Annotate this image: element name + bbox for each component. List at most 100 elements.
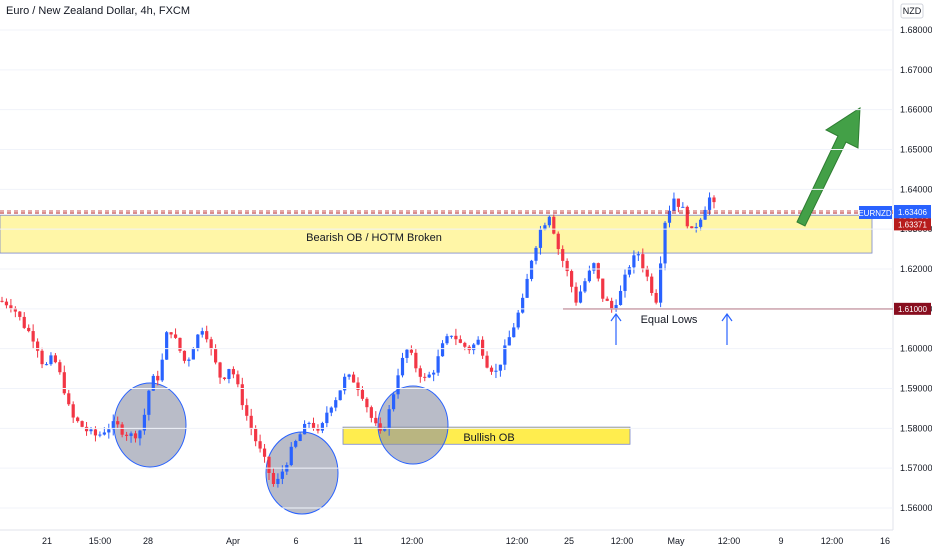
candle-body [280,471,284,479]
x-tick-label: 9 [778,536,783,546]
candle-body [44,364,49,366]
candle-body [587,270,591,282]
candle-body [534,247,538,261]
candle-body [627,267,632,275]
candle-body [84,426,89,432]
candle-body [142,414,146,431]
candle-body [289,446,293,466]
candle-body [521,297,525,313]
y-tick-label: 1.65000 [900,144,932,154]
candle-body [236,374,240,385]
currency-button[interactable] [900,3,924,19]
candle-body [703,209,707,220]
candle-body [165,332,169,360]
candle-body [209,339,213,349]
candle-body [449,335,454,337]
candle-body [556,233,560,250]
candle-body [383,428,387,431]
candle-body [262,448,267,457]
candle-body [4,301,9,306]
candle-body [583,281,587,292]
candle-body [623,274,627,291]
candle-body [125,434,129,436]
candle-body [574,286,578,303]
candle-body [334,400,338,408]
y-tick-label: 1.67000 [900,65,932,75]
candle-body [316,428,320,431]
bullish-ob-label: Bullish OB [463,432,514,444]
x-tick-label: May [667,536,685,546]
candle-body [116,421,120,425]
candle-body [320,423,324,431]
candle-body [240,384,244,406]
last-price-label: 1.63406 [898,208,927,217]
candle-body [570,271,574,287]
candle-body [187,359,191,361]
candle-body [436,356,440,373]
candle-body [476,339,480,345]
x-tick-label: 12:00 [718,536,741,546]
level-price-tag [894,302,931,315]
candle-body [356,382,360,390]
candle-body [699,219,703,227]
candle-body [458,339,462,343]
green-arrow-icon [796,107,861,227]
candle-body [472,344,476,351]
candle-body [636,254,640,256]
candle-body [392,394,396,410]
candle-body [374,417,378,424]
candle-body [129,433,133,436]
candle-body [151,375,155,391]
up-arrow-head-icon [721,312,733,322]
y-tick-label: 1.64000 [900,184,932,194]
chart-title: Euro / New Zealand Dollar, 4h, FXCM [6,5,190,17]
candle-body [191,348,195,360]
candle-body [258,441,262,449]
candle-body [351,374,356,383]
highlight-circle [265,431,339,515]
candle-body [196,334,200,349]
candle-body [254,428,258,442]
x-tick-label: 15:00 [89,536,112,546]
candle-body [543,225,547,230]
candle-body [645,268,649,277]
candle-body [498,364,502,371]
candle-body [507,337,511,346]
candle-body [690,226,694,229]
zone-price-label: 1.63371 [898,220,927,229]
candle-body [667,210,672,223]
candle-body [9,305,13,309]
x-tick-label: 11 [353,536,362,546]
candle-body [529,260,534,279]
candle-body [0,300,4,302]
candle-body [427,374,431,378]
candle-body [707,197,712,210]
up-arrow-head-icon [610,312,622,322]
x-tick-label: 12:00 [506,536,529,546]
candle-body [80,421,84,427]
y-tick-label: 1.56000 [900,503,932,513]
candle-body [396,375,400,395]
candle-body [659,263,663,303]
candle-body [365,398,369,408]
candle-body [409,349,413,353]
candle-body [182,350,187,361]
candle-body [71,404,75,418]
candle-body [311,422,316,429]
candle-body [58,362,62,373]
candle-body [578,291,583,303]
candle-body [120,424,124,435]
candle-body [156,375,160,381]
candle-body [160,359,164,381]
candle-body [565,260,569,272]
x-tick-label: 12:00 [821,536,844,546]
candle-body [271,472,276,484]
zone-price-tag [894,218,931,231]
y-tick-label: 1.66000 [900,105,932,115]
candle-body [432,372,436,375]
candle-body [405,349,409,358]
candle-body [276,478,280,484]
candle-body [27,327,31,332]
candle-body [31,331,35,342]
